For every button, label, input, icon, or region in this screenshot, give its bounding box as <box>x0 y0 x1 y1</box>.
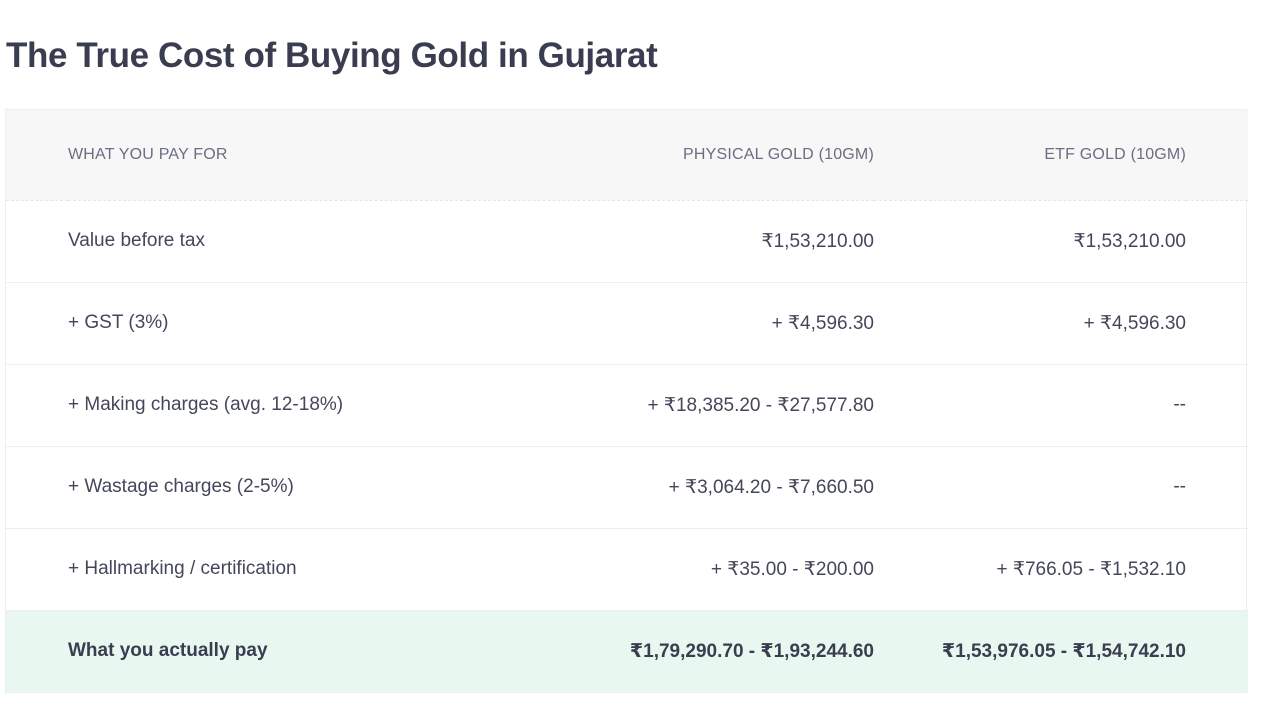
row-physical-value: + ₹35.00 - ₹200.00 <box>710 558 874 580</box>
row-etf-value: -- <box>1173 476 1186 497</box>
table-row: Value before tax ₹1,53,210.00 ₹1,53,210.… <box>6 200 1248 282</box>
row-etf-value: -- <box>1173 394 1186 415</box>
table-row: + Hallmarking / certification + ₹35.00 -… <box>6 528 1248 610</box>
row-etf-value: + ₹766.05 - ₹1,532.10 <box>996 558 1186 580</box>
row-etf-value: ₹1,53,210.00 <box>1073 230 1186 252</box>
row-physical-value: ₹1,53,210.00 <box>761 230 874 252</box>
page-title: The True Cost of Buying Gold in Gujarat <box>6 36 658 75</box>
table-header-row: WHAT YOU PAY FOR PHYSICAL GOLD (10GM) ET… <box>6 110 1248 201</box>
row-item-label: + GST (3%) <box>68 312 169 333</box>
total-row: What you actually pay ₹1,79,290.70 - ₹1,… <box>6 610 1248 692</box>
total-physical-value: ₹1,79,290.70 - ₹1,93,244.60 <box>629 640 874 662</box>
total-label: What you actually pay <box>68 640 268 662</box>
header-spacer-left <box>6 110 68 201</box>
row-physical-value: + ₹4,596.30 <box>771 312 874 334</box>
cost-comparison-table: WHAT YOU PAY FOR PHYSICAL GOLD (10GM) ET… <box>5 109 1248 693</box>
table-row: + Wastage charges (2-5%) + ₹3,064.20 - ₹… <box>6 446 1248 528</box>
row-item-label: + Making charges (avg. 12-18%) <box>68 394 344 415</box>
table-row: + Making charges (avg. 12-18%) + ₹18,385… <box>6 364 1248 446</box>
table-row: + GST (3%) + ₹4,596.30 + ₹4,596.30 <box>6 282 1248 364</box>
header-what-you-pay-for: WHAT YOU PAY FOR <box>68 110 468 201</box>
row-physical-value: + ₹3,064.20 - ₹7,660.50 <box>668 476 874 498</box>
total-etf-value: ₹1,53,976.05 - ₹1,54,742.10 <box>941 640 1186 662</box>
row-etf-value: + ₹4,596.30 <box>1083 312 1186 334</box>
row-item-label: + Wastage charges (2-5%) <box>68 476 294 497</box>
header-spacer-right <box>1186 110 1248 201</box>
row-physical-value: + ₹18,385.20 - ₹27,577.80 <box>647 394 875 416</box>
header-etf-gold: ETF GOLD (10GM) <box>874 110 1186 201</box>
header-physical-gold: PHYSICAL GOLD (10GM) <box>468 110 874 201</box>
row-item-label: + Hallmarking / certification <box>68 558 297 579</box>
row-item-label: Value before tax <box>68 230 205 251</box>
